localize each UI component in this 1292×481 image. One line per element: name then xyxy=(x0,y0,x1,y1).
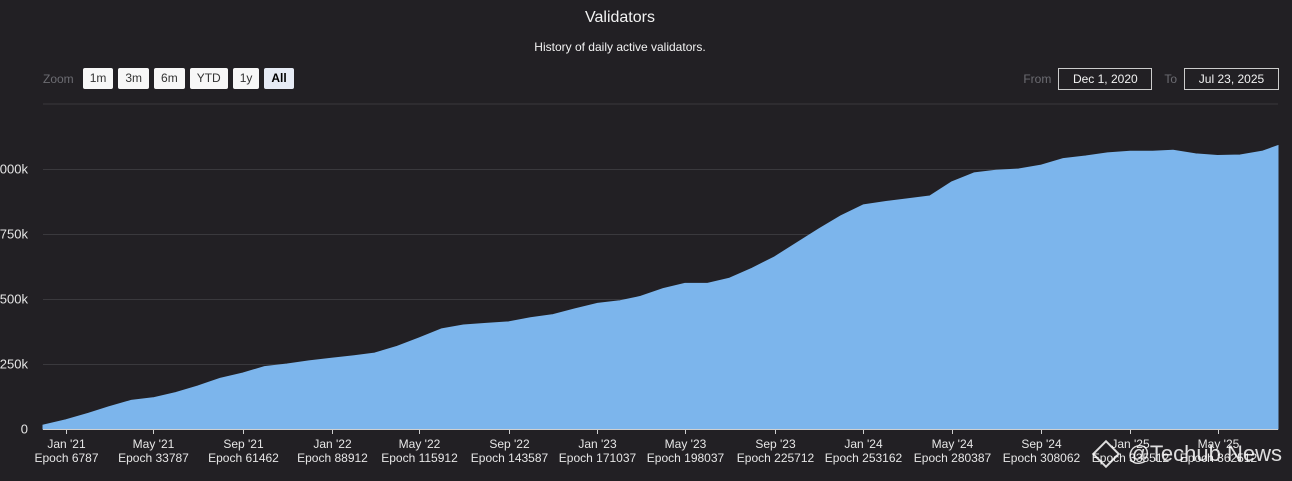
chart-title: Validators xyxy=(585,9,655,26)
zoom-button-all[interactable]: All xyxy=(264,68,294,89)
x-tick-epoch-label: Epoch 335512 xyxy=(1092,451,1170,465)
x-tick-label: Jan '24 xyxy=(844,437,883,451)
zoom-button-ytd[interactable]: YTD xyxy=(189,68,228,89)
chart-subtitle: History of daily active validators. xyxy=(534,40,706,54)
y-tick-label: 500k xyxy=(0,292,28,307)
x-tick-label: May '22 xyxy=(399,437,441,451)
from-label: From xyxy=(1023,72,1052,86)
to-date-input[interactable]: Jul 23, 2025 xyxy=(1184,68,1279,90)
zoom-button-6m[interactable]: 6m xyxy=(154,68,185,89)
x-tick-label: Sep '24 xyxy=(1021,437,1062,451)
x-tick-epoch-label: Epoch 225712 xyxy=(737,451,815,465)
x-tick-label: Sep '23 xyxy=(755,437,796,451)
zoom-controls: Zoom 1m 3m 6m YTD 1y All xyxy=(43,68,294,89)
zoom-button-3m[interactable]: 3m xyxy=(118,68,150,89)
watermark: @Techub News xyxy=(1091,439,1282,469)
x-tick-label: May '25 xyxy=(1198,437,1240,451)
x-tick-epoch-label: Epoch 6787 xyxy=(34,451,98,465)
x-tick-label: Jan '21 xyxy=(47,437,86,451)
x-tick-epoch-label: Epoch 280387 xyxy=(914,451,992,465)
y-tick-label: 0 xyxy=(21,422,28,437)
watermark-text: @Techub News xyxy=(1127,441,1282,466)
x-tick-epoch-label: Epoch 88912 xyxy=(297,451,368,465)
series-area xyxy=(42,144,1279,430)
from-date-input[interactable]: Dec 1, 2020 xyxy=(1058,68,1153,90)
x-tick-epoch-label: Epoch 308062 xyxy=(1003,451,1081,465)
x-tick-epoch-label: Epoch 253162 xyxy=(825,451,903,465)
date-range: From Dec 1, 2020 To Jul 23, 2025 xyxy=(1023,68,1279,90)
x-tick-label: Sep '21 xyxy=(223,437,264,451)
y-tick-label: 1000k xyxy=(0,162,28,177)
y-tick-label: 250k xyxy=(0,357,28,372)
x-tick-epoch-label: Epoch 198037 xyxy=(647,451,725,465)
x-tick-label: Jan '23 xyxy=(578,437,617,451)
y-tick-label: 750k xyxy=(0,227,28,242)
x-tick-label: May '21 xyxy=(133,437,175,451)
x-tick-label: May '23 xyxy=(665,437,707,451)
x-tick-label: May '24 xyxy=(932,437,974,451)
to-label: To xyxy=(1164,72,1177,86)
x-tick-epoch-label: Epoch 115912 xyxy=(381,451,458,465)
zoom-button-1y[interactable]: 1y xyxy=(232,68,260,89)
zoom-label: Zoom xyxy=(43,71,74,86)
x-tick-epoch-label: Epoch 143587 xyxy=(471,451,549,465)
zoom-button-1m[interactable]: 1m xyxy=(82,68,114,89)
x-tick-epoch-label: Epoch 61462 xyxy=(208,451,279,465)
x-tick-epoch-label: Epoch 171037 xyxy=(559,451,637,465)
x-tick-epoch-label: Epoch 33787 xyxy=(118,451,189,465)
x-tick-label: Jan '25 xyxy=(1111,437,1150,451)
techub-logo-icon xyxy=(1091,439,1120,469)
x-tick-epoch-label: Epoch 362512 xyxy=(1180,451,1258,465)
x-tick-label: Sep '22 xyxy=(489,437,530,451)
x-tick-label: Jan '22 xyxy=(313,437,352,451)
